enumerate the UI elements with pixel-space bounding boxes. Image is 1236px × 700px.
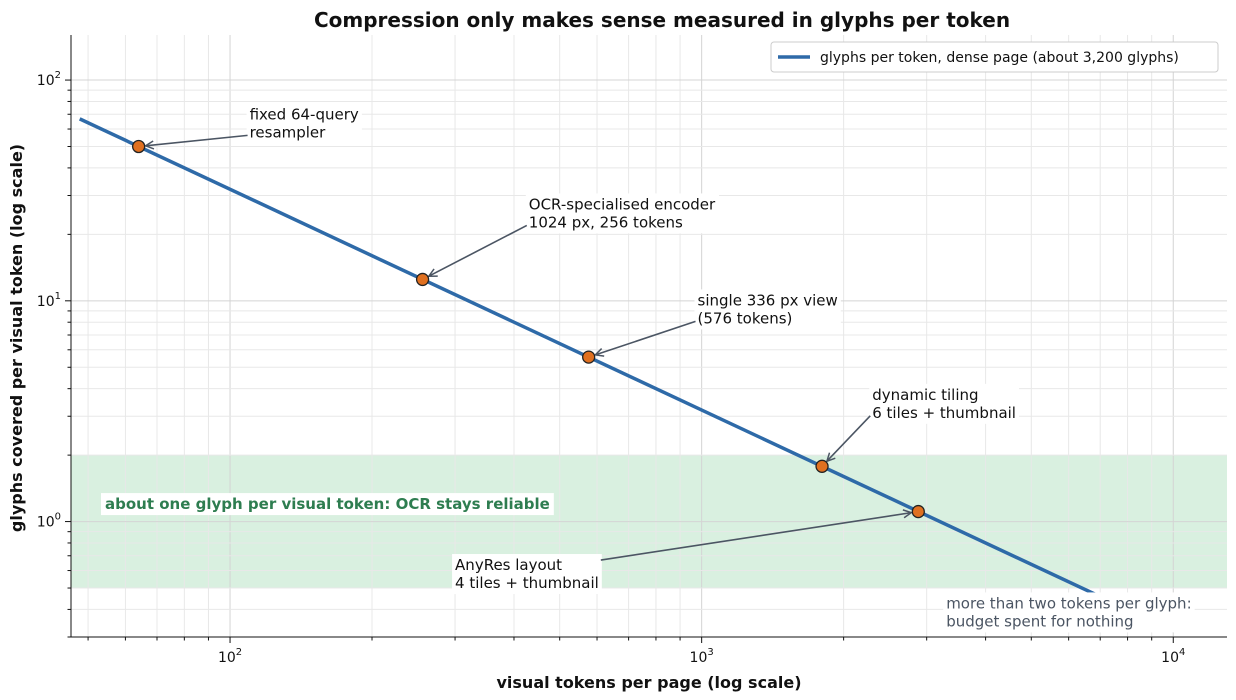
- annotation-label-line: (576 tokens): [698, 309, 793, 327]
- chart-title: Compression only makes sense measured in…: [314, 8, 1010, 32]
- x-tick-label: 104: [1161, 647, 1185, 666]
- annotation-label-line: fixed 64-query: [250, 105, 359, 123]
- series-line: [78, 117, 1175, 633]
- x-tick-label: 102: [218, 647, 242, 666]
- annotation: dynamic tiling 6 tiles + thumbnail: [827, 383, 1019, 461]
- data-point: [415, 272, 430, 287]
- annotation-label-bg: [452, 554, 602, 595]
- band-label: about one glyph per visual token: OCR st…: [105, 495, 550, 513]
- annotation-layer: about one glyph per visual token: OCR st…: [101, 103, 1195, 633]
- data-point: [815, 459, 829, 473]
- x-tick-label: 103: [690, 647, 714, 666]
- legend-entry: glyphs per token, dense page (about 3,20…: [820, 50, 1179, 66]
- annotation-label-line: 6 tiles + thumbnail: [872, 404, 1016, 422]
- annotation: fixed 64-query resampler: [146, 103, 362, 145]
- annotation-label-line: 4 tiles + thumbnail: [455, 574, 599, 592]
- y-tick-label: 101: [37, 291, 61, 310]
- note-line: budget spent for nothing: [946, 612, 1133, 630]
- annotation-label: dynamic tiling 6 tiles + thumbnail: [872, 386, 1016, 422]
- annotation-arrow: [429, 224, 528, 276]
- annotation: AnyRes layout 4 tiles + thumbnail: [452, 513, 912, 595]
- annotation-label-line: 1024 px, 256 tokens: [529, 213, 683, 231]
- y-tick-label: 102: [37, 70, 61, 89]
- data-point: [582, 350, 596, 364]
- annotation-label-bg: [525, 193, 720, 234]
- annotation-arrow: [595, 320, 696, 354]
- annotation-label-line: resampler: [250, 123, 327, 141]
- annotation-label-line: single 336 px view: [698, 291, 838, 309]
- annotation-label-line: OCR-specialised encoder: [529, 195, 716, 213]
- y-tick-label: 100: [37, 512, 61, 531]
- annotation-label-bg: [246, 103, 362, 144]
- legend: glyphs per token, dense page (about 3,20…: [770, 41, 1219, 73]
- data-point: [911, 504, 925, 519]
- annotation-arrow: [146, 134, 248, 145]
- annotation-label: AnyRes layout 4 tiles + thumbnail: [455, 556, 599, 592]
- annotation-label-bg: [869, 383, 1019, 424]
- axis-layer: 102 103 104 100 101 102: [37, 35, 1227, 666]
- legend-box: [770, 41, 1219, 73]
- annotation-label-bg: [694, 289, 841, 330]
- annotation-label: OCR-specialised encoder 1024 px, 256 toke…: [529, 195, 716, 231]
- y-axis-label: glyphs covered per visual token (log sca…: [7, 144, 26, 532]
- annotation-arrow: [827, 415, 871, 461]
- annotation-label: fixed 64-query resampler: [250, 105, 359, 141]
- note-label: more than two tokens per glyph: budget sp…: [946, 594, 1191, 630]
- annotation: single 336 px view (576 tokens): [595, 289, 841, 354]
- x-axis-label: visual tokens per page (log scale): [496, 673, 801, 692]
- annotation: OCR-specialised encoder 1024 px, 256 toke…: [429, 193, 720, 276]
- annotation-label: single 336 px view (576 tokens): [698, 291, 838, 327]
- band-label-bg: [101, 493, 554, 516]
- data-point: [131, 139, 146, 154]
- grid-layer: [71, 35, 1227, 638]
- annotation-label-line: AnyRes layout: [455, 556, 562, 574]
- annotation-label-line: dynamic tiling: [872, 386, 978, 404]
- note-bg: [943, 592, 1195, 633]
- annotation-arrow: [600, 513, 912, 561]
- note-line: more than two tokens per glyph:: [946, 594, 1191, 612]
- series-layer: [78, 117, 1175, 633]
